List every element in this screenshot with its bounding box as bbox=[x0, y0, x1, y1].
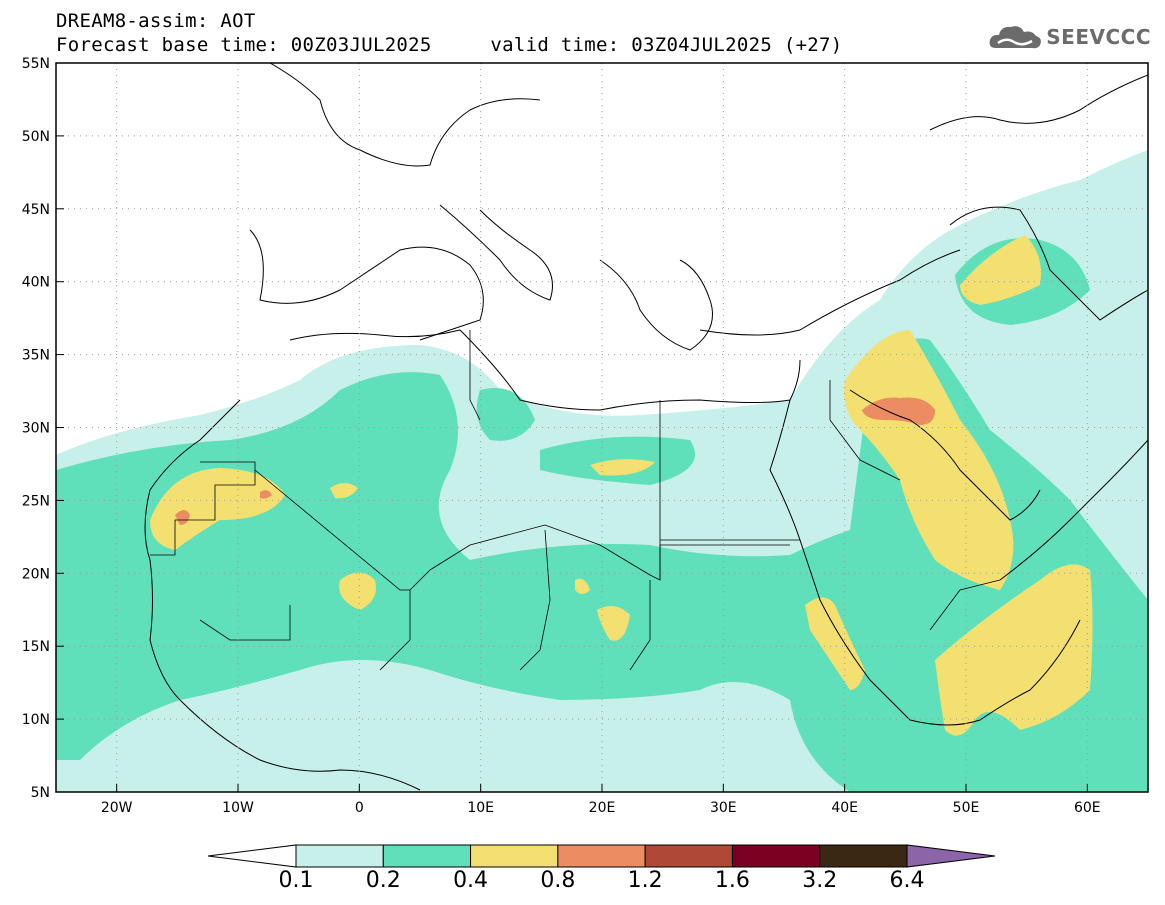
y-tick-label: 35N bbox=[22, 348, 50, 364]
y-tick-label: 50N bbox=[22, 129, 50, 145]
x-tick-label: 10W bbox=[222, 800, 254, 816]
x-tick-label: 20W bbox=[101, 800, 133, 816]
map-subtitle: Forecast base time: 00Z03JUL2025 valid t… bbox=[56, 34, 843, 56]
base-time: Forecast base time: 00Z03JUL2025 bbox=[56, 34, 432, 56]
colorbar-segment bbox=[382, 844, 472, 868]
x-tick-label: 60E bbox=[1074, 800, 1101, 816]
colorbar-segment bbox=[644, 844, 733, 868]
y-tick-label: 55N bbox=[22, 56, 50, 72]
x-tick-label: 50E bbox=[953, 800, 980, 816]
y-tick-label: 15N bbox=[22, 639, 50, 655]
map-gridlines bbox=[56, 63, 1148, 792]
cloud-logo-icon bbox=[989, 26, 1042, 49]
colorbar-label: 0.8 bbox=[540, 868, 576, 893]
country-borders bbox=[150, 330, 1001, 671]
y-tick-label: 25N bbox=[22, 493, 50, 509]
colorbar-label: 0.1 bbox=[278, 868, 314, 893]
logo-text: SEEVCCC bbox=[1046, 25, 1151, 49]
colorbar-label: 6.4 bbox=[889, 868, 925, 893]
colorbar-label: 1.6 bbox=[714, 868, 750, 893]
coastlines bbox=[144, 63, 1148, 791]
colorbar-segment bbox=[470, 844, 559, 868]
seevccc-logo: SEEVCCC bbox=[988, 22, 1151, 52]
aot-band-0.4 bbox=[150, 235, 1093, 736]
colorbar-segment bbox=[819, 844, 908, 868]
colorbar-segment bbox=[557, 844, 646, 868]
colorbar-segment bbox=[295, 844, 384, 868]
colorbar bbox=[207, 844, 996, 868]
aot-field bbox=[56, 63, 1148, 792]
colorbar-under-arrow bbox=[207, 844, 297, 868]
axis-ticks: 20W 10W 0 10E 20E 30E 40E 50E 60E 55N 50N 45N 40N 35N… bbox=[22, 56, 1101, 816]
y-tick-label: 40N bbox=[22, 275, 50, 291]
colorbar-label: 0.4 bbox=[453, 868, 489, 893]
y-tick-label: 20N bbox=[22, 566, 50, 582]
valid-time: valid time: 03Z04JUL2025 (+27) bbox=[490, 34, 843, 56]
x-tick-label: 40E bbox=[831, 800, 858, 816]
colorbar-label: 1.2 bbox=[627, 868, 663, 893]
colorbar-label: 3.2 bbox=[802, 868, 838, 893]
y-tick-label: 45N bbox=[22, 202, 50, 218]
x-tick-label: 30E bbox=[710, 800, 737, 816]
y-tick-label: 5N bbox=[31, 785, 50, 801]
x-tick-label: 20E bbox=[589, 800, 616, 816]
x-tick-label: 10E bbox=[467, 800, 494, 816]
y-tick-label: 10N bbox=[22, 712, 50, 728]
y-tick-label: 30N bbox=[22, 421, 50, 437]
aot-band-0.8 bbox=[175, 397, 935, 525]
colorbar-segment bbox=[731, 844, 821, 868]
map-title: DREAM8-assim: AOT bbox=[56, 10, 256, 32]
colorbar-over-arrow bbox=[906, 844, 996, 868]
x-tick-label: 0 bbox=[355, 800, 364, 816]
colorbar-label: 0.2 bbox=[365, 868, 401, 893]
